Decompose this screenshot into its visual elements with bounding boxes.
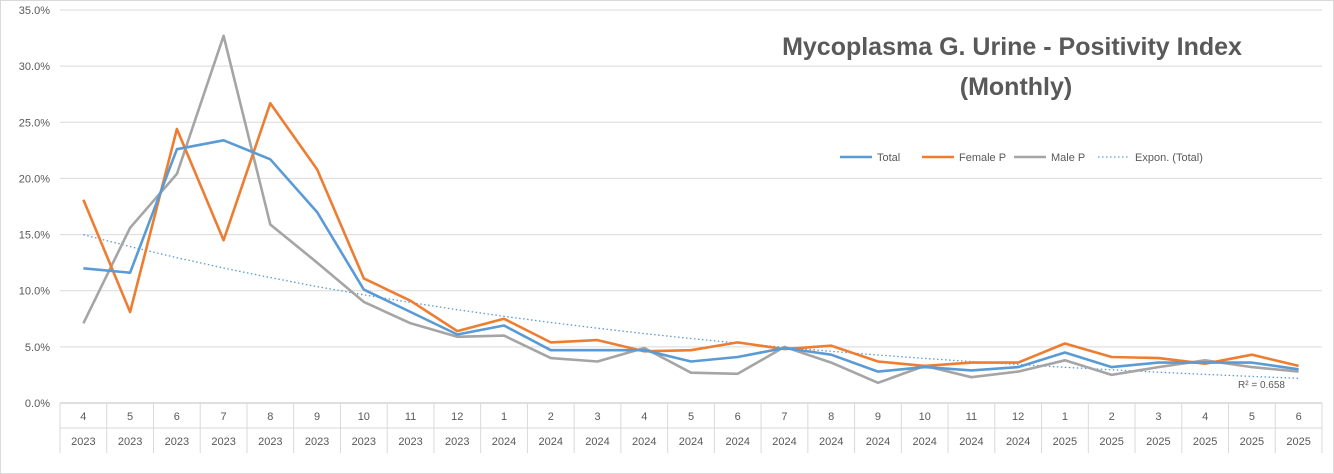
gridlines xyxy=(60,9,1322,348)
x-tick-month: 11 xyxy=(405,411,416,423)
x-tick-month: 1 xyxy=(1062,411,1068,423)
y-tick-label: 25.0% xyxy=(19,117,50,129)
legend-label: Male P xyxy=(1051,152,1085,164)
x-tick-year: 2024 xyxy=(772,436,796,448)
x-tick-month: 9 xyxy=(314,411,320,423)
x-tick-year: 2023 xyxy=(305,436,329,448)
x-tick-year: 2025 xyxy=(1053,436,1077,448)
x-tick-year: 2024 xyxy=(1006,436,1030,448)
x-tick-year: 2023 xyxy=(398,436,422,448)
legend: Total Female P Male P Expon. (Total) xyxy=(840,152,1203,164)
x-tick-month: 6 xyxy=(1296,411,1302,423)
chart-title-line1: Mycoplasma G. Urine - Positivity Index xyxy=(782,33,1242,61)
x-tick-year: 2024 xyxy=(866,436,890,448)
x-tick-month: 2 xyxy=(548,411,554,423)
x-tick-year: 2025 xyxy=(1099,436,1123,448)
x-tick-year: 2024 xyxy=(632,436,656,448)
x-tick-year: 2023 xyxy=(211,436,235,448)
x-tick-month: 5 xyxy=(127,411,133,423)
x-tick-month: 10 xyxy=(358,411,370,423)
x-tick-month: 12 xyxy=(1012,411,1024,423)
legend-label: Female P xyxy=(959,152,1006,164)
x-tick-month: 4 xyxy=(80,411,86,423)
y-tick-label: 15.0% xyxy=(19,230,50,242)
x-tick-month: 5 xyxy=(1249,411,1255,423)
trendline-expon-total xyxy=(83,233,1299,379)
x-tick-month: 12 xyxy=(451,411,463,423)
y-tick-label: 35.0% xyxy=(19,5,50,17)
x-tick-month: 9 xyxy=(875,411,881,423)
y-tick-label: 10.0% xyxy=(19,286,50,298)
y-tick-label: 0.0% xyxy=(25,398,50,410)
r-squared-label: R² = 0.658 xyxy=(1238,380,1285,391)
x-tick-month: 5 xyxy=(688,411,694,423)
x-tick-month: 1 xyxy=(501,411,507,423)
x-tick-year: 2023 xyxy=(258,436,282,448)
x-tick-month: 8 xyxy=(267,411,273,423)
series-line-female-p xyxy=(82,101,1299,368)
chart-title-line2: (Monthly) xyxy=(960,73,1072,101)
series-line-male-p xyxy=(82,34,1299,385)
y-tick-label: 30.0% xyxy=(19,61,50,73)
x-tick-month: 4 xyxy=(1202,411,1208,423)
trendline-layer xyxy=(83,233,1299,379)
x-tick-month: 2 xyxy=(1109,411,1115,423)
x-tick-year: 2025 xyxy=(1193,436,1217,448)
x-tick-month: 6 xyxy=(735,411,741,423)
x-tick-year: 2023 xyxy=(118,436,142,448)
x-tick-month: 6 xyxy=(174,411,180,423)
x-tick-year: 2024 xyxy=(725,436,749,448)
x-tick-year: 2023 xyxy=(165,436,189,448)
series-line-total xyxy=(83,139,1299,373)
x-tick-year: 2024 xyxy=(912,436,936,448)
x-tick-month: 8 xyxy=(828,411,834,423)
x-tick-year: 2023 xyxy=(352,436,376,448)
x-tick-year: 2025 xyxy=(1286,436,1310,448)
x-tick-year: 2023 xyxy=(445,436,469,448)
x-tick-year: 2024 xyxy=(492,436,516,448)
x-tick-month: 3 xyxy=(594,411,600,423)
y-axis-ticks: 0.0% 5.0% 10.0% 15.0% 20.0% 25.0% 30.0% 35.0% xyxy=(19,5,50,410)
x-tick-month: 7 xyxy=(221,411,227,423)
x-tick-year: 2024 xyxy=(819,436,843,448)
x-tick-month: 11 xyxy=(966,411,977,423)
y-tick-label: 5.0% xyxy=(25,342,50,354)
x-tick-year: 2024 xyxy=(585,436,609,448)
x-tick-year: 2024 xyxy=(679,436,703,448)
legend-label: Total xyxy=(877,152,900,164)
x-tick-year: 2024 xyxy=(959,436,983,448)
x-tick-month: 10 xyxy=(919,411,931,423)
x-tick-year: 2025 xyxy=(1240,436,1264,448)
x-tick-month: 4 xyxy=(641,411,647,423)
x-tick-year: 2023 xyxy=(71,436,95,448)
x-tick-year: 2024 xyxy=(539,436,563,448)
y-tick-label: 20.0% xyxy=(19,173,50,185)
x-tick-month: 7 xyxy=(781,411,787,423)
x-tick-month: 3 xyxy=(1155,411,1161,423)
legend-label: Expon. (Total) xyxy=(1135,152,1203,164)
x-tick-year: 2025 xyxy=(1146,436,1170,448)
series-layer xyxy=(82,34,1299,385)
